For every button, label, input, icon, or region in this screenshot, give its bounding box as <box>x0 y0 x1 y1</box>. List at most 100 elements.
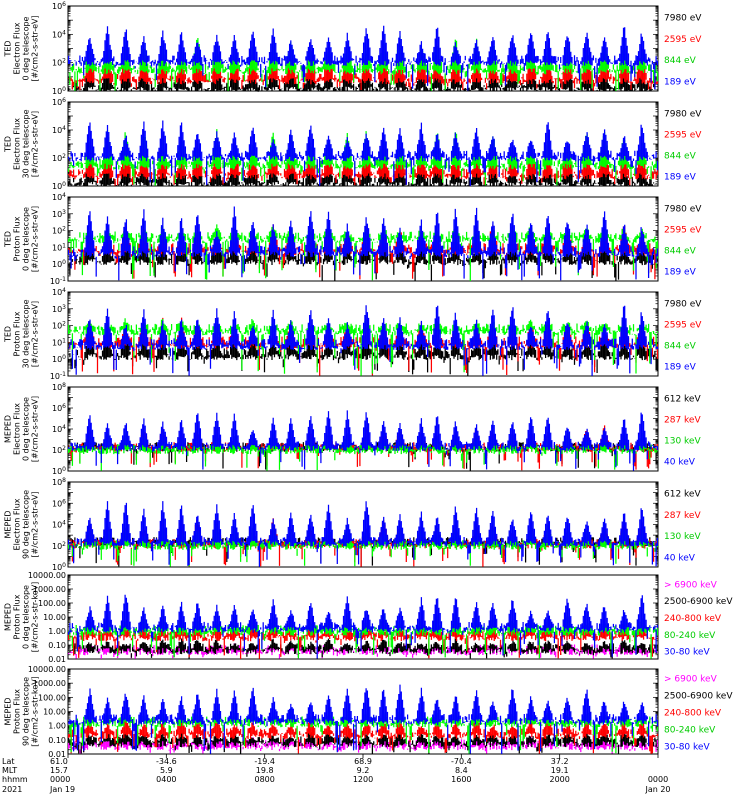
legend-entry: > 6900 keV <box>664 675 718 685</box>
y-tick-label: 104 <box>52 520 66 530</box>
legend-entry: 287 keV <box>664 511 701 521</box>
y-tick-label: 106 <box>52 97 66 107</box>
y-axis-label: TEDProton Flux30 deg telescope[#/cm2-s-s… <box>4 299 40 368</box>
time-axis-value: 68.9 <box>354 757 372 766</box>
y-tick-label: 101 <box>52 242 66 252</box>
legend-entry: 30-80 keV <box>664 648 710 658</box>
y-tick-label: 104 <box>52 125 66 135</box>
legend-entry: 7980 eV <box>664 300 702 310</box>
legend-entry: 189 eV <box>664 268 697 278</box>
y-tick-label: 108 <box>52 477 66 487</box>
legend-entry: 612 keV <box>664 395 701 405</box>
y-tick-label: 0.10 <box>48 641 66 650</box>
time-axis-value: -34.6 <box>156 757 177 766</box>
series-trace <box>67 684 659 754</box>
series-trace <box>67 728 659 754</box>
panel-8: 0.01 0.10 1.00 10.00 100.00 1000.00 10000.00 ME… <box>4 665 734 759</box>
legend-entry: 40 keV <box>664 458 696 468</box>
y-tick-label: 0.01 <box>48 655 66 664</box>
y-tick-label: 100 <box>52 466 66 476</box>
y-tick-label: 100 <box>52 259 66 269</box>
legend-entry: 844 eV <box>664 247 697 257</box>
time-axis-value: 19.8 <box>256 766 274 775</box>
legend-entry: 844 eV <box>664 152 697 162</box>
y-axis-label: TEDProton Flux0 deg telescope[#/cm2-s-st… <box>4 206 40 272</box>
panel-6: 100 102 104 106 108 MEPEDElectron Flux90 deg … <box>4 477 702 572</box>
series-trace <box>67 594 659 659</box>
legend-entry: 80-240 keV <box>664 726 716 736</box>
legend-entry: 844 eV <box>664 56 697 66</box>
y-axis-label: MEPEDElectron Flux0 deg telescope[#/cm2-… <box>4 396 40 462</box>
y-tick-label: 10-1 <box>50 371 66 381</box>
y-tick-label: 1.00 <box>48 722 66 731</box>
y-tick-label: 106 <box>52 498 66 508</box>
time-axis-value: 5.9 <box>160 766 173 775</box>
time-axis-value: 61.0 <box>50 757 68 766</box>
legend-entry: 240-800 keV <box>664 709 722 719</box>
time-axis-value: 15.7 <box>50 766 68 775</box>
y-tick-label: 1000.00 <box>33 679 66 688</box>
time-axis-value: 0000 <box>648 775 668 784</box>
legend-entry: 240-800 keV <box>664 614 722 624</box>
y-tick-label: 104 <box>52 29 66 39</box>
y-tick-label: 1000.00 <box>33 585 66 594</box>
y-axis-label: MEPEDProton Flux0 deg telescope[#/cm2-s-… <box>4 582 40 653</box>
panel-5: 100 102 104 106 108 MEPEDElectron Flux0 deg t… <box>4 382 702 476</box>
legend-entry: 2595 eV <box>664 35 702 45</box>
y-tick-label: 0.01 <box>48 750 66 759</box>
series-trace <box>67 638 659 659</box>
legend-entry: 130 keV <box>664 437 701 447</box>
time-axis-row-label: 2021 <box>2 785 22 794</box>
y-axis-label: TEDElectron Flux0 deg telescope[#/cm2-s-… <box>4 15 40 81</box>
legend-entry: 2500-6900 keV <box>664 597 733 607</box>
legend-entry: 7980 eV <box>664 110 702 120</box>
legend-entry: 80-240 keV <box>664 631 716 641</box>
time-axis-row-label: MLT <box>2 766 17 775</box>
y-axis-label: MEPEDElectron Flux90 deg telescope[#/cm2… <box>4 490 40 559</box>
legend-entry: 2595 eV <box>664 226 702 236</box>
y-tick-label: 102 <box>52 321 66 331</box>
y-tick-label: 0.10 <box>48 736 66 745</box>
legend-entry: 612 keV <box>664 490 701 500</box>
time-axis-value: Jan 19 <box>49 785 75 794</box>
time-axis-value: 19.1 <box>551 766 569 775</box>
y-tick-label: 108 <box>52 382 66 392</box>
panel-2: 100 102 104 106 TEDElectron Flux30 deg teles… <box>4 97 703 191</box>
panel-3: 10-1 100 101 102 103 104 TEDProton Flux0 deg t… <box>4 192 703 286</box>
time-axis-row-label: Lat <box>2 757 15 766</box>
time-axis-value: Jan 20 <box>644 785 670 794</box>
y-tick-label: 100.00 <box>38 693 66 702</box>
y-axis-label: TEDElectron Flux30 deg telescope[#/cm2-s… <box>4 109 40 178</box>
y-tick-label: 100 <box>52 562 66 572</box>
legend-entry: 130 keV <box>664 532 701 542</box>
time-axis-value: 8.4 <box>455 766 468 775</box>
y-tick-label: 102 <box>52 445 66 455</box>
time-axis-value: 37.2 <box>551 757 569 766</box>
y-tick-label: 103 <box>52 304 66 314</box>
time-axis-value: 0000 <box>50 775 70 784</box>
legend-entry: 2595 eV <box>664 321 702 331</box>
legend-entry: 7980 eV <box>664 14 702 24</box>
y-tick-label: 102 <box>52 541 66 551</box>
y-tick-label: 101 <box>52 337 66 347</box>
legend-entry: 189 eV <box>664 363 697 373</box>
y-tick-label: 100.00 <box>38 599 66 608</box>
panel-1: 100 102 104 106 TEDElectron Flux0 deg telesc… <box>4 1 703 96</box>
series-trace <box>67 120 659 186</box>
y-tick-label: 103 <box>52 209 66 219</box>
legend-entry: 2595 eV <box>664 131 702 141</box>
legend-entry: 189 eV <box>664 173 697 183</box>
legend-entry: 189 eV <box>664 77 697 87</box>
time-axis-value: 1200 <box>353 775 373 784</box>
time-axis-value: 0400 <box>156 775 176 784</box>
series-trace <box>67 410 659 471</box>
y-tick-label: 100 <box>52 181 66 191</box>
legend-entry: 287 keV <box>664 416 701 426</box>
y-tick-label: 104 <box>52 192 66 202</box>
y-tick-label: 104 <box>52 287 66 297</box>
time-axis-value: 2000 <box>549 775 569 784</box>
panel-7: 0.01 0.10 1.00 10.00 100.00 1000.00 10000.00 ME… <box>4 571 734 664</box>
y-tick-label: 10-1 <box>50 276 66 286</box>
